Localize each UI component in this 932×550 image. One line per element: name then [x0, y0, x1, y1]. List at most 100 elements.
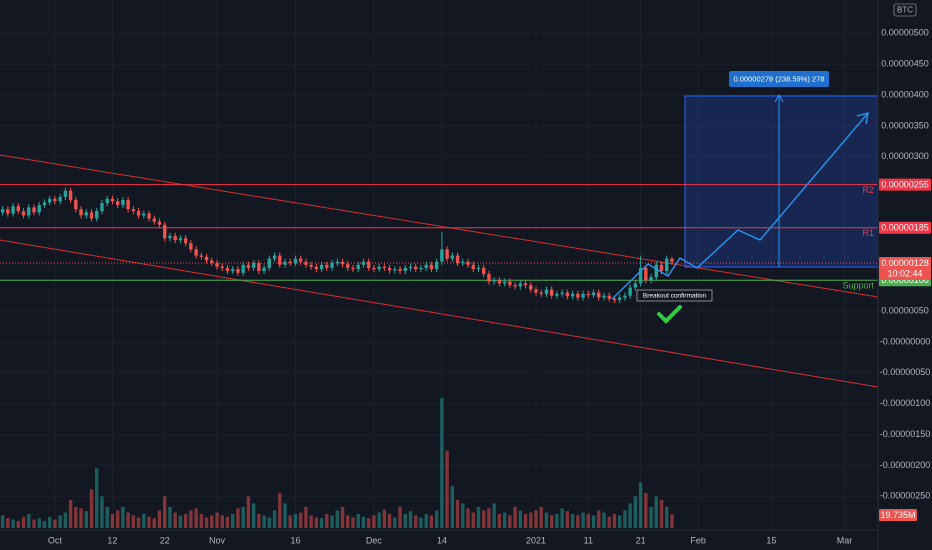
position-label: 0.00000278 (238.59%) 278 — [734, 74, 825, 83]
candle-body — [142, 213, 146, 216]
volume-bar — [366, 518, 371, 528]
volume-bar — [37, 518, 41, 528]
volume-bar — [424, 513, 428, 528]
volume-bar — [105, 506, 109, 528]
candle-body — [612, 298, 617, 300]
candle-body — [189, 243, 193, 250]
candle-body — [95, 211, 99, 219]
candles — [0, 187, 674, 304]
volume-bar — [309, 515, 313, 528]
volume-bar — [612, 513, 617, 528]
candle-body — [210, 260, 214, 263]
volume-bar — [382, 509, 387, 528]
volume-bar — [210, 515, 214, 528]
candle-body — [502, 281, 507, 284]
candle-body — [408, 266, 413, 268]
candle-body — [492, 280, 496, 282]
volume-bar — [58, 515, 62, 528]
candle-body — [434, 261, 439, 270]
volume-bar — [393, 517, 397, 528]
x-tick-label: Oct — [48, 535, 63, 545]
candle-body — [168, 235, 172, 239]
candle-body — [466, 261, 470, 265]
candle-body — [340, 261, 345, 265]
volume-bar — [304, 506, 308, 528]
candle-body — [178, 238, 183, 241]
volume-bar — [241, 506, 245, 528]
candle-body — [440, 249, 444, 262]
x-tick-label: 22 — [160, 535, 170, 545]
candle-body — [597, 292, 601, 298]
projection-path — [611, 112, 869, 300]
candle-body — [497, 280, 502, 284]
price-tag-label: 0.00000100 — [881, 275, 929, 285]
volume-bar — [231, 513, 235, 528]
candle-body — [325, 264, 329, 268]
volume-bar — [11, 519, 15, 528]
volume-bar — [293, 513, 298, 528]
volume-bar — [565, 511, 570, 528]
candle-body — [471, 264, 475, 270]
candle-body — [220, 266, 224, 268]
volume-bar — [408, 511, 413, 528]
candle-body — [0, 209, 5, 213]
volume-bar — [476, 506, 481, 528]
volume-bar — [419, 517, 423, 528]
candle-body — [21, 211, 26, 216]
unit-label: BTC — [897, 6, 913, 15]
x-tick-label: 2021 — [526, 535, 546, 545]
candle-body — [314, 266, 319, 270]
unit-box[interactable] — [893, 3, 917, 17]
volume-bar — [638, 482, 643, 528]
volume-bar — [16, 520, 21, 528]
candle-body — [570, 293, 575, 297]
volume-tag — [879, 509, 917, 521]
candle-body — [89, 212, 94, 219]
volume-bar — [236, 508, 240, 528]
candle-body — [63, 190, 68, 197]
volume-bar — [482, 510, 486, 528]
candle-body — [366, 261, 371, 268]
position-label-box — [729, 71, 829, 87]
volume-bar — [314, 517, 319, 528]
volume-bar — [246, 496, 251, 528]
volume-bar — [288, 515, 292, 528]
volume-bar — [6, 518, 10, 528]
candle-body — [387, 267, 392, 271]
candle-body — [27, 207, 31, 216]
y-tick-label: -0.00000100 — [880, 398, 931, 408]
projection-arrow-head — [856, 112, 869, 125]
volume-bar — [340, 506, 345, 528]
candle-body — [377, 266, 381, 270]
volume-bar — [136, 517, 141, 528]
volume-bar — [455, 499, 460, 528]
volume-bar — [670, 514, 674, 528]
volume-bar — [440, 398, 444, 528]
candle-body — [79, 209, 83, 216]
candle-body — [53, 198, 57, 202]
annotation-box — [636, 289, 713, 302]
candle-body — [482, 267, 486, 275]
candle-body — [267, 258, 272, 268]
level-name: Support — [842, 281, 874, 291]
candle-body — [665, 258, 669, 271]
x-tick-label: 16 — [290, 535, 300, 545]
volume-bar — [497, 513, 502, 528]
volume-bar — [21, 516, 26, 528]
candle-body — [100, 203, 104, 212]
volume-bar — [272, 510, 277, 528]
candle-body — [309, 264, 313, 267]
candle-body — [37, 204, 41, 213]
candle-body — [659, 264, 664, 271]
candle-body — [670, 258, 674, 262]
candle-body — [251, 262, 256, 268]
candle-body — [58, 196, 62, 202]
volume-bar — [27, 513, 31, 528]
volume-bar — [644, 492, 648, 528]
volume-bar — [194, 508, 198, 528]
volume-bar — [377, 512, 381, 528]
candle-body — [623, 295, 627, 298]
volume-bar — [617, 515, 622, 528]
volume-bar — [215, 512, 219, 528]
